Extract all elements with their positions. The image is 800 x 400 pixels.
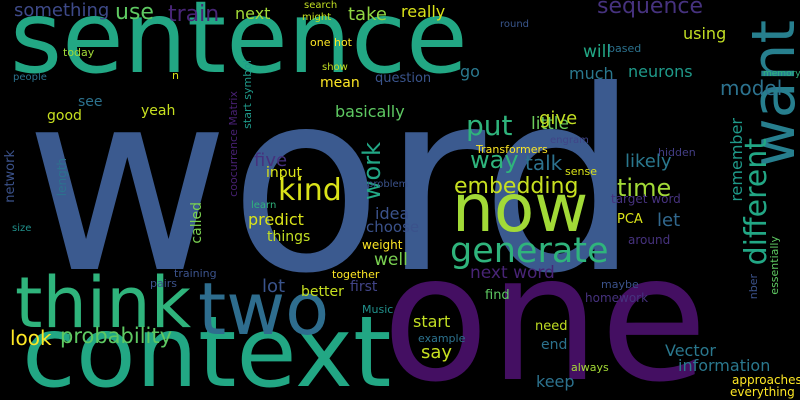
word: essentially [768,236,781,295]
word: round [500,19,530,30]
word: next word [470,263,555,283]
word: give [539,108,578,129]
word: much [569,64,614,83]
word: network [3,150,18,203]
word: way [470,146,519,174]
word: around [628,233,671,247]
word: today [63,46,95,59]
word: learn [251,200,277,211]
word: example [418,332,466,345]
word: predict [248,210,304,229]
word: approaches [732,373,800,387]
word: training [174,267,217,280]
word: everything [730,385,795,399]
word: question [375,71,432,86]
word: one hot [310,36,352,49]
word: Transformers [476,143,548,156]
word: Vector [665,341,716,360]
word: look [10,326,52,350]
word: well [374,250,408,270]
word: two [198,267,330,351]
word: size [12,223,32,234]
word: target word [611,192,681,206]
word: pairs [150,277,178,290]
word: likely [625,151,672,172]
word: see [78,94,103,110]
word: sense [565,165,597,178]
word: based [608,42,642,55]
word: problem [367,179,409,190]
word: length [55,158,69,197]
word: mean [320,75,360,91]
word: something [14,0,110,21]
word: next [235,4,271,23]
word: find [485,288,510,303]
word: train [168,2,220,27]
word: n [172,69,179,82]
word: using [683,24,727,43]
word: idea [375,204,410,223]
word: lot [262,276,286,297]
word: sentence [10,0,468,96]
word: generate [450,231,609,271]
word: start [413,312,451,331]
word: little [531,114,569,134]
word: good [47,108,82,124]
word: put [466,109,513,142]
word: input [266,165,303,181]
word: memory [763,69,800,79]
word: five [254,150,288,171]
word: choose [366,218,420,236]
word: use [115,0,154,25]
word: might [302,12,332,23]
word: kind [278,173,342,208]
word: work [358,142,386,201]
word: time [617,174,672,202]
word: remember [727,118,746,202]
word: coocurrence Matrix [227,91,240,197]
word: one [382,218,708,400]
word: probability [60,324,173,348]
word: homework [585,291,649,305]
word: together [332,268,380,281]
word: always [571,361,609,374]
word: hidden [658,146,696,159]
word: context [22,296,392,400]
word: called [189,202,205,244]
word: Music [362,303,394,316]
word: embedding [454,174,579,199]
word: go [460,62,480,81]
word: really [401,2,446,21]
word: search [304,0,338,11]
word: take [348,4,387,25]
word: sequence [597,0,704,19]
word: information [678,356,771,375]
word: model [720,76,783,100]
word: need [535,319,568,334]
word: talk [525,151,563,175]
word: word [25,37,640,328]
word: keep [536,372,575,391]
word: weight [362,238,403,252]
word: neurons [628,62,693,81]
word: things [267,229,311,245]
word: first [350,279,378,295]
word: start symbol [241,60,254,129]
word: say [421,342,453,363]
word: people [13,72,47,83]
word: end [541,337,568,353]
word: will [583,42,612,62]
word: basically [335,102,405,121]
word: show [322,62,348,73]
word: nber [747,274,760,300]
word: now [452,170,589,247]
word: PCA [617,212,643,227]
word: think [15,262,192,344]
word: let [657,210,681,231]
word: better [301,284,344,300]
word: engram [550,135,589,146]
word: maybe [601,278,639,291]
word: yeah [141,103,176,119]
